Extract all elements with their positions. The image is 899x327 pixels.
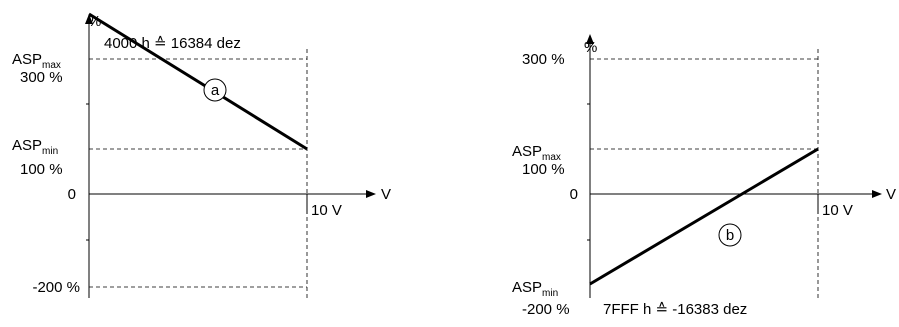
chart-a-series-line [88,12,308,151]
chart-a-marker-circle [203,78,227,102]
chart-a-x-arrow [366,190,376,198]
chart-a: a % 4000 h ≙ 16384 dez ASPmax 300 % ASPm… [12,12,391,298]
chart-b-x-arrow [872,190,882,198]
chart-a-x-axis-label: V [381,186,391,203]
chart-b-y-arrow [586,34,594,44]
chart-a-y-arrow [85,14,93,24]
chart-b-y-tick-neg200: -200 % [522,301,570,318]
chart-b-asp-max-label: ASPmax [512,143,561,163]
chart-b-y-tick-0: 0 [570,186,578,203]
chart-a-annotation: 4000 h ≙ 16384 dez [104,35,241,52]
chart-b-marker-label: b [726,227,734,244]
chart-b-marker-circle [718,223,742,247]
chart-b-y-tick-300: 300 % [522,51,565,68]
chart-b-asp-min-label: ASPmin [512,279,558,299]
chart-a-x-tick-10v: 10 V [311,202,342,219]
chart-b: b % 300 % ASPmax 100 % 0 ASPmin -200 % 7… [512,34,896,318]
chart-b-x-tick-10v: 10 V [822,202,853,219]
chart-a-y-tick-neg200: -200 % [32,279,80,296]
chart-a-asp-min-label: ASPmin [12,137,58,157]
chart-b-x-axis-label: V [886,186,896,203]
chart-a-y-axis-label: % [88,13,101,30]
chart-a-y-tick-0: 0 [68,186,76,203]
chart-a-marker-label: a [211,82,220,99]
chart-a-y-tick-100: 100 % [20,161,63,178]
chart-b-y-axis-label: % [584,39,597,56]
chart-a-y-tick-300: 300 % [20,69,63,86]
chart-a-asp-max-label: ASPmax [12,51,61,71]
chart-b-y-tick-100: 100 % [522,161,565,178]
chart-b-series-line [589,147,819,286]
chart-b-annotation: 7FFF h ≙ -16383 dez [603,301,747,318]
